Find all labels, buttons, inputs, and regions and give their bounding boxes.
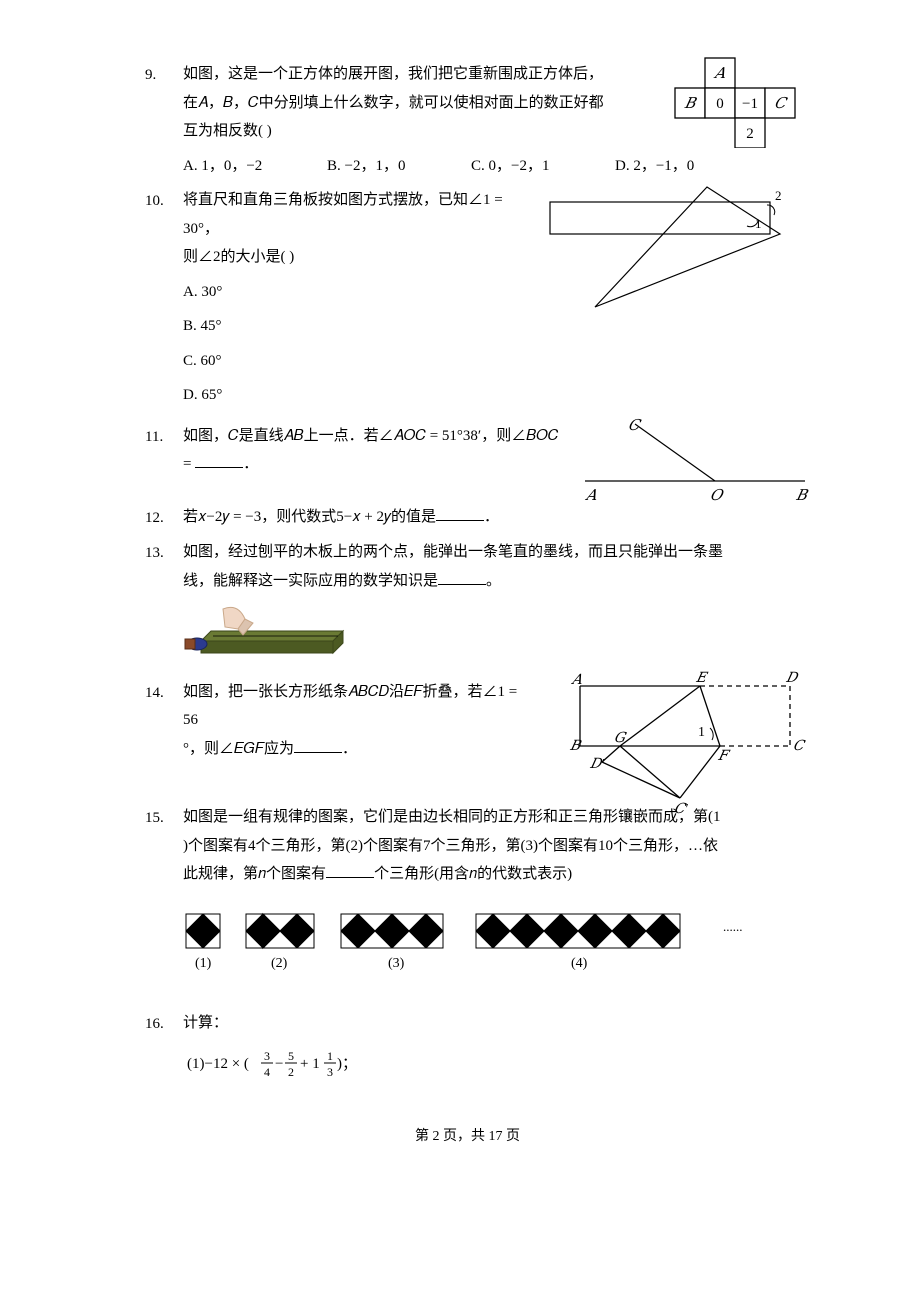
question-body: 将直尺和直角三角板按如图方式摆放，已知∠1 = 30°， 则∠2的大小是( ) … (183, 186, 790, 416)
question-10: 10. 将直尺和直角三角板按如图方式摆放，已知∠1 = 30°， 则∠2的大小是… (145, 186, 790, 416)
option-c: C. 60° (183, 347, 790, 376)
question-text: )个图案有4个三角形，第(2)个图案有7个三角形，第(3)个图案有10个三角形，… (183, 832, 793, 861)
question-text: 此规律，第𝑛个图案有个三角形(用含𝑛的代数式表示) (183, 860, 793, 889)
net-label-n1: −1 (742, 96, 758, 112)
angle-figure: 𝐶 𝐴 𝑂 𝐵 (580, 416, 810, 517)
svg-text:𝐺: 𝐺 (614, 731, 627, 746)
svg-text:+ 1: + 1 (300, 1056, 320, 1072)
question-number: 14. (145, 678, 183, 764)
question-body: 如图，把一张长方形纸条𝐴𝐵𝐶𝐷沿𝐸𝐹折叠，若∠1 = 56 °，则∠𝐸𝐺𝐹应为． (183, 678, 790, 764)
question-text: 互为相反数( ) (183, 117, 640, 146)
plank-figure (183, 601, 353, 672)
question-body: 如图是一组有规律的图案，它们是由边长相同的正方形和正三角形镶嵌而成，第(1 )个… (183, 803, 793, 985)
question-text: °，则∠𝐸𝐺𝐹应为． (183, 735, 530, 764)
svg-text:......: ...... (723, 919, 743, 934)
question-15: 15. 如图是一组有规律的图案，它们是由边长相同的正方形和正三角形镶嵌而成，第(… (145, 803, 790, 985)
svg-text:1: 1 (755, 216, 762, 231)
svg-text:(3): (3) (388, 956, 405, 971)
svg-text:5: 5 (288, 1049, 294, 1063)
svg-text:1: 1 (327, 1049, 333, 1063)
question-text: 如图是一组有规律的图案，它们是由边长相同的正方形和正三角形镶嵌而成，第(1 (183, 803, 793, 832)
question-number: 12. (145, 503, 183, 533)
svg-text:1: 1 (698, 725, 705, 740)
question-body: 若𝑥−2𝑦 = −3，则代数式5−𝑥 + 2𝑦的值是． (183, 503, 790, 533)
svg-text:𝐸: 𝐸 (695, 671, 709, 686)
question-number: 16. (145, 1009, 183, 1090)
net-label-2: 2 (746, 126, 754, 142)
question-text: 将直尺和直角三角板按如图方式摆放，已知∠1 = 30°， (183, 186, 530, 243)
svg-text:2: 2 (775, 188, 782, 203)
question-text: 如图，把一张长方形纸条𝐴𝐵𝐶𝐷沿𝐸𝐹折叠，若∠1 = 56 (183, 678, 530, 735)
option-a: A. 1，0，−2 (183, 152, 293, 181)
cube-net-figure: 𝐴 𝐵 0 −1 𝐶 2 (670, 56, 798, 159)
svg-text:)；: )； (337, 1056, 357, 1072)
svg-text:𝐷′: 𝐷′ (589, 757, 605, 772)
question-body: 如图，𝐶是直线𝐴𝐵上一点．若∠𝐴𝑂𝐶 = 51°38′，则∠𝐵𝑂𝐶 = ． 𝐶 … (183, 422, 790, 479)
question-text: 如图，经过刨平的木板上的两个点，能弹出一条笔直的墨线，而且只能弹出一条墨 (183, 538, 790, 567)
sub-expression: (1)−12 × ( 3 4 − 5 2 + 1 1 3 )； (187, 1046, 790, 1091)
svg-text:3: 3 (264, 1049, 270, 1063)
question-text: 如图，这是一个正方体的展开图，我们把它重新围成正方体后， (183, 60, 640, 89)
svg-text:(4): (4) (571, 956, 588, 971)
answer-blank[interactable] (438, 569, 486, 585)
question-text: 在𝐴，𝐵，𝐶中分别填上什么数字，就可以使相对面上的数正好都 (183, 89, 640, 118)
question-number: 9. (145, 60, 183, 180)
svg-text:𝐶: 𝐶 (793, 739, 806, 754)
svg-text:(1)−12 × (: (1)−12 × ( (187, 1056, 249, 1072)
question-12: 12. 若𝑥−2𝑦 = −3，则代数式5−𝑥 + 2𝑦的值是． (145, 503, 790, 533)
question-9: 9. 如图，这是一个正方体的展开图，我们把它重新围成正方体后， 在𝐴，𝐵，𝐶中分… (145, 60, 790, 180)
question-number: 13. (145, 538, 183, 672)
question-number: 15. (145, 803, 183, 985)
svg-text:(2): (2) (271, 956, 288, 971)
svg-text:𝐵: 𝐵 (569, 739, 582, 754)
answer-blank[interactable] (294, 737, 342, 753)
svg-text:2: 2 (288, 1065, 294, 1079)
question-11: 11. 如图，𝐶是直线𝐴𝐵上一点．若∠𝐴𝑂𝐶 = 51°38′，则∠𝐵𝑂𝐶 = … (145, 422, 790, 479)
question-body: 如图，经过刨平的木板上的两个点，能弹出一条笔直的墨线，而且只能弹出一条墨 线，能… (183, 538, 790, 672)
question-13: 13. 如图，经过刨平的木板上的两个点，能弹出一条笔直的墨线，而且只能弹出一条墨… (145, 538, 790, 672)
question-text: 线，能解释这一实际应用的数学知识是。 (183, 567, 790, 596)
svg-text:𝐹: 𝐹 (717, 749, 731, 764)
svg-text:𝐷: 𝐷 (785, 671, 799, 686)
question-text: 计算： (183, 1009, 790, 1038)
svg-text:𝐴: 𝐴 (584, 488, 597, 504)
answer-blank[interactable] (195, 452, 243, 468)
question-number: 10. (145, 186, 183, 416)
question-text: 若𝑥−2𝑦 = −3，则代数式5−𝑥 + 2𝑦的值是 (183, 509, 436, 525)
svg-text:−: − (275, 1056, 283, 1072)
net-label-b: 𝐵 (683, 96, 697, 112)
svg-text:(1): (1) (195, 956, 212, 971)
ruler-triangle-figure: 1 2 (545, 182, 805, 323)
svg-text:𝐵: 𝐵 (795, 488, 809, 504)
answer-blank[interactable] (326, 862, 374, 878)
svg-text:𝐴: 𝐴 (570, 673, 582, 688)
question-14: 14. 如图，把一张长方形纸条𝐴𝐵𝐶𝐷沿𝐸𝐹折叠，若∠1 = 56 °，则∠𝐸𝐺… (145, 678, 790, 764)
svg-text:𝑂: 𝑂 (710, 488, 724, 504)
option-b: B. −2，1，0 (327, 152, 437, 181)
question-text: 则∠2的大小是( ) (183, 243, 530, 272)
question-body: 如图，这是一个正方体的展开图，我们把它重新围成正方体后， 在𝐴，𝐵，𝐶中分别填上… (183, 60, 790, 180)
pattern-figure-row: ...... (1) (2) (3) (4) (183, 895, 793, 986)
net-label-a: 𝐴 (713, 66, 726, 82)
question-text: 如图，𝐶是直线𝐴𝐵上一点．若∠𝐴𝑂𝐶 = 51°38′，则∠𝐵𝑂𝐶 (183, 422, 560, 451)
svg-text:3: 3 (327, 1065, 333, 1079)
option-c: C. 0，−2，1 (471, 152, 581, 181)
option-d: D. 65° (183, 381, 790, 410)
svg-text:4: 4 (264, 1065, 270, 1079)
question-number: 11. (145, 422, 183, 479)
question-text: = ． (183, 450, 560, 479)
page-footer: 第 2 页，共 17 页 (145, 1124, 790, 1151)
question-body: 计算： (1)−12 × ( 3 4 − 5 2 + 1 1 3 )； (183, 1009, 790, 1090)
svg-text:𝐶: 𝐶 (628, 418, 642, 434)
net-label-0: 0 (716, 96, 724, 112)
answer-blank[interactable] (436, 505, 484, 521)
question-16: 16. 计算： (1)−12 × ( 3 4 − 5 2 + 1 1 3 )； (145, 1009, 790, 1090)
